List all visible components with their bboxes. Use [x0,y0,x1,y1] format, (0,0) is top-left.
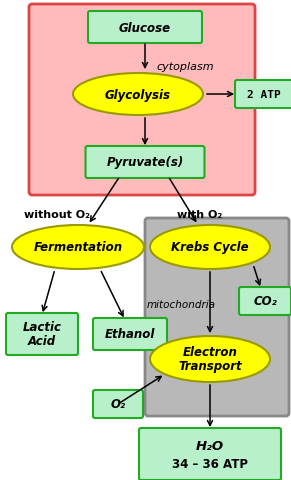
Ellipse shape [12,226,144,269]
Text: Krebs Cycle: Krebs Cycle [171,241,249,254]
Text: Fermentation: Fermentation [33,241,123,254]
FancyBboxPatch shape [86,147,205,179]
FancyBboxPatch shape [145,218,289,416]
Text: CO₂: CO₂ [253,295,277,308]
Ellipse shape [73,74,203,116]
Text: Glycolysis: Glycolysis [105,88,171,101]
FancyBboxPatch shape [239,288,291,315]
Text: Glucose: Glucose [119,22,171,35]
Text: Ethanol: Ethanol [105,328,155,341]
FancyBboxPatch shape [29,5,255,195]
Text: cytoplasm: cytoplasm [156,62,214,72]
Text: Pyruvate(s): Pyruvate(s) [107,156,184,169]
Text: 2 ATP: 2 ATP [247,90,281,100]
Text: mitochondria: mitochondria [146,300,216,309]
Text: Acid: Acid [28,335,56,348]
Text: Transport: Transport [178,360,242,373]
FancyBboxPatch shape [6,313,78,355]
Text: without O₂: without O₂ [24,210,90,219]
Text: O₂: O₂ [111,397,125,411]
Text: Electron: Electron [182,346,237,359]
FancyBboxPatch shape [235,81,291,109]
Ellipse shape [150,336,270,382]
FancyBboxPatch shape [139,428,281,480]
Text: with O₂: with O₂ [178,210,223,219]
Text: H₂O: H₂O [196,440,224,453]
FancyBboxPatch shape [88,12,202,44]
FancyBboxPatch shape [93,390,143,418]
Ellipse shape [150,226,270,269]
Text: Lactic: Lactic [22,321,61,334]
FancyBboxPatch shape [93,318,167,350]
Text: 34 – 36 ATP: 34 – 36 ATP [172,457,248,470]
